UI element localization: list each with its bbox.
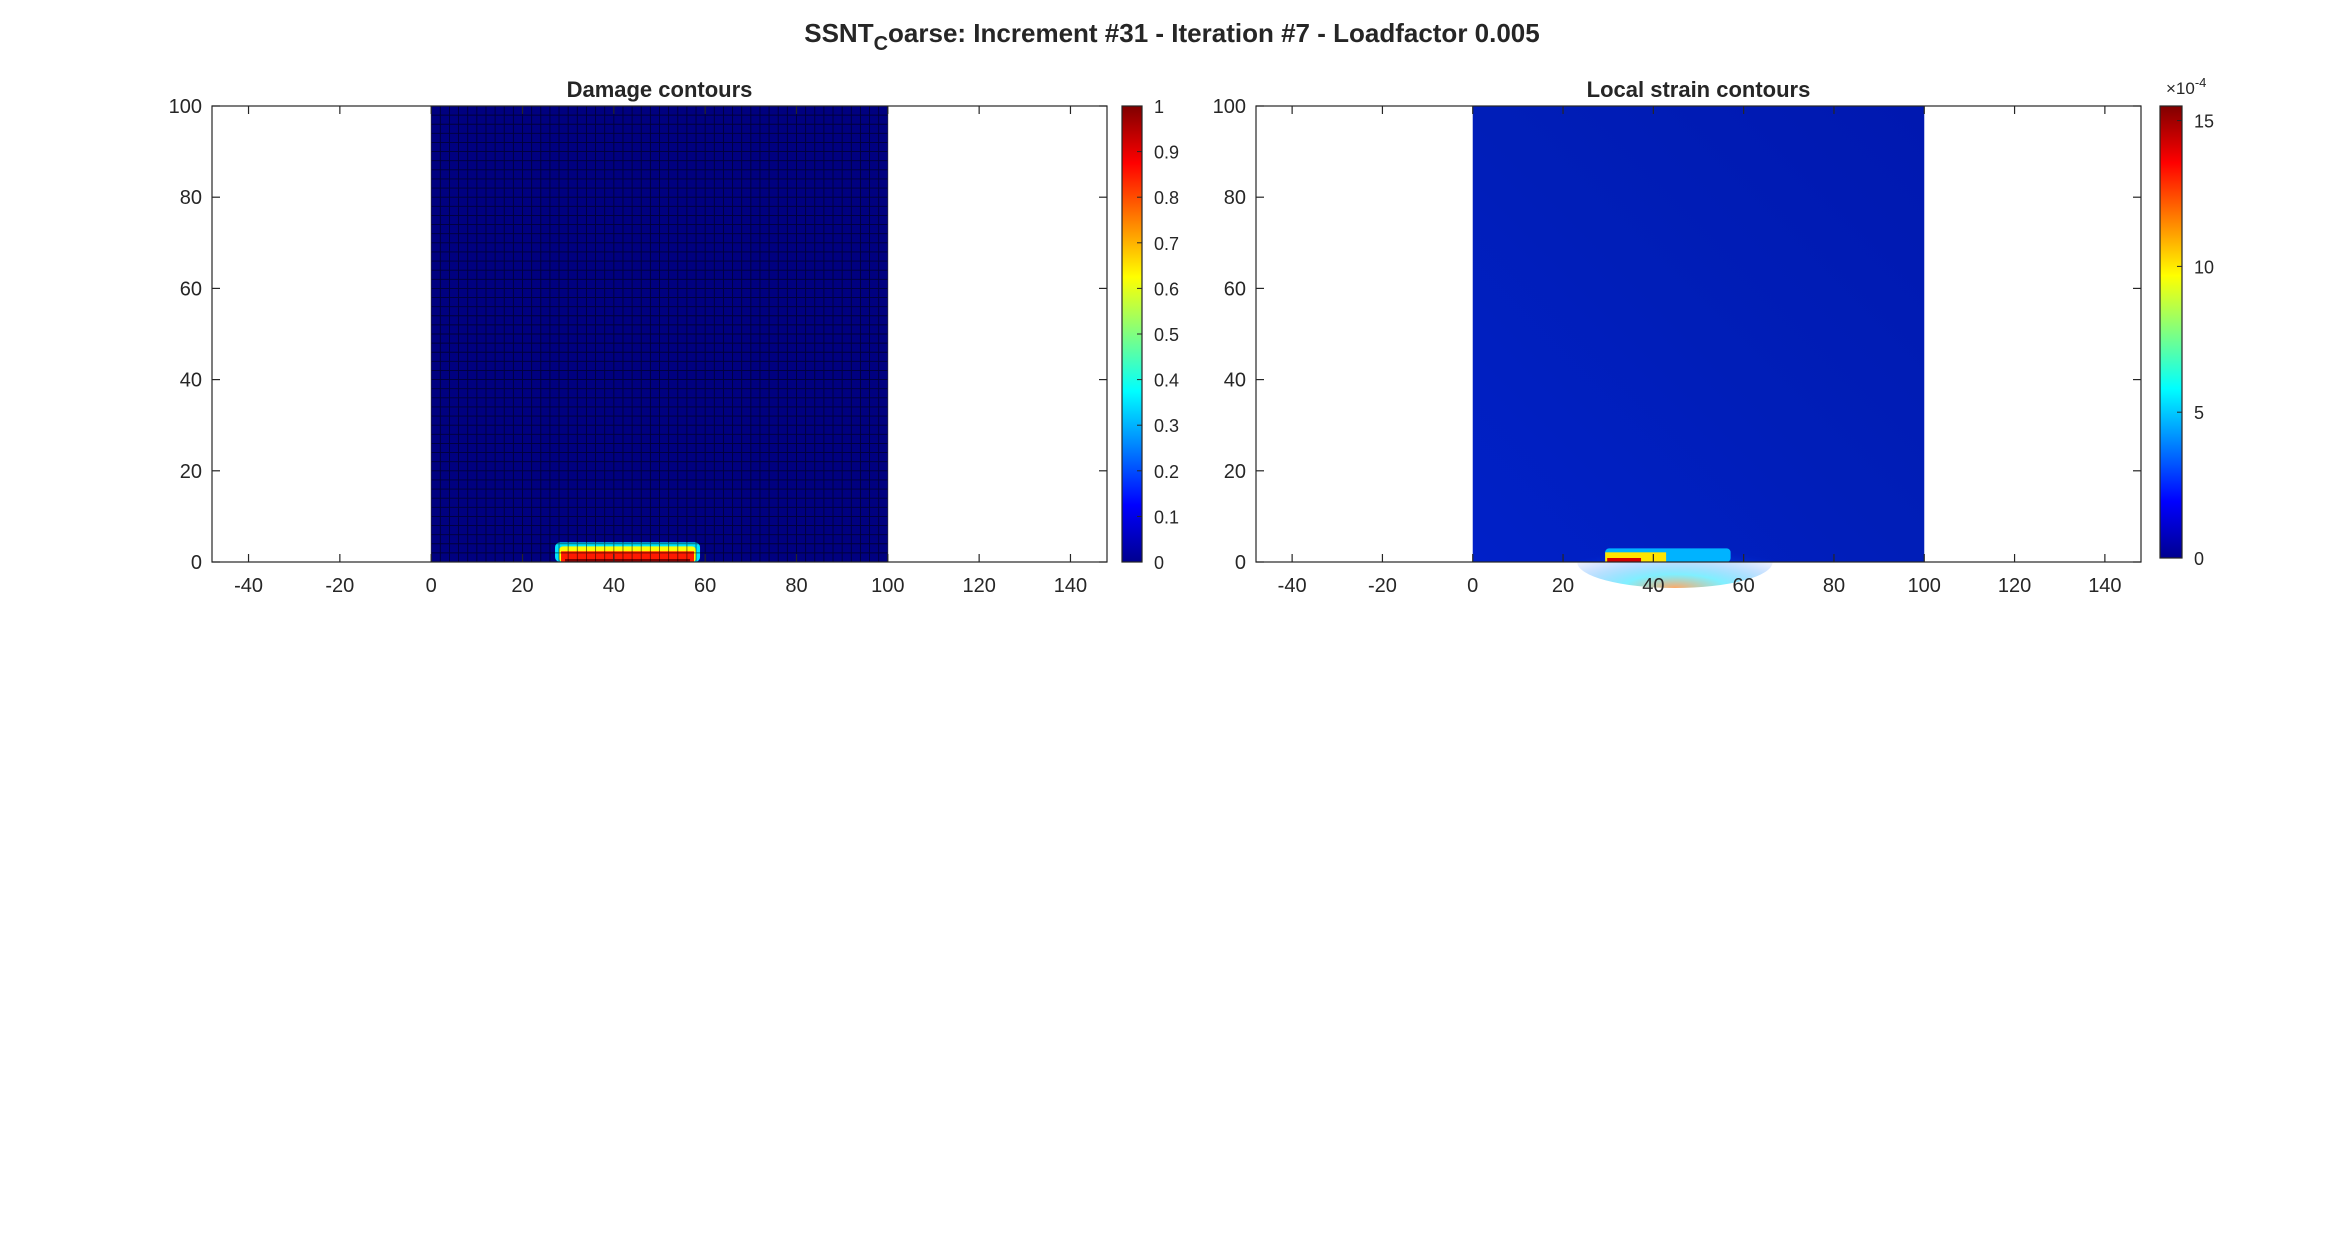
damage-hotspot-peak <box>565 559 691 562</box>
strain-field <box>1472 106 1925 562</box>
colorbar-tick-label: 1 <box>1154 97 1164 117</box>
colorbar-tick-label: 0.3 <box>1154 416 1179 436</box>
colorbar-tick-label: 0.5 <box>1154 325 1179 345</box>
x-tick-label: 100 <box>871 575 904 597</box>
x-tick-label: 20 <box>1552 575 1574 597</box>
y-tick-label: 20 <box>1224 461 1246 483</box>
colorbar-tick-label: 0.2 <box>1154 462 1179 482</box>
x-tick-label: 140 <box>2088 575 2121 597</box>
y-tick-label: 80 <box>1224 187 1246 209</box>
figure-title-suffix: oarse: Increment #31 - Iteration #7 - Lo… <box>888 18 1540 48</box>
x-tick-label: 120 <box>962 575 995 597</box>
colorbar-gradient <box>1122 106 1142 562</box>
x-tick-label: 0 <box>426 575 437 597</box>
x-tick-label: 120 <box>1998 575 2031 597</box>
colorbar-tick-label: 0.8 <box>1154 188 1179 208</box>
x-tick-label: 60 <box>1733 575 1755 597</box>
x-tick-label: 40 <box>603 575 625 597</box>
x-tick-label: 40 <box>1642 575 1664 597</box>
figure-title: SSNTCoarse: Increment #31 - Iteration #7… <box>0 18 2344 56</box>
x-tick-label: 80 <box>785 575 807 597</box>
chart-panel-0: -40 -20 0 20 40 60 80 100 120 140 0 20 40 60 80 100 Dama… <box>169 77 1179 597</box>
y-tick-label: 60 <box>180 278 202 300</box>
mesh-grid <box>430 105 889 563</box>
x-tick-label: -40 <box>1278 575 1307 597</box>
damage-hotspot-core <box>561 551 695 562</box>
colorbar-tick-label: 5 <box>2194 403 2204 423</box>
x-tick-label: -20 <box>1368 575 1397 597</box>
axes-frame <box>211 105 1108 563</box>
chart-panel-1: -40 -20 0 20 40 60 80 100 120 140020406080100Loca… <box>1213 75 2214 597</box>
x-tick-label: 100 <box>1908 575 1941 597</box>
y-tick-label: 100 <box>169 96 202 118</box>
x-tick-label: -20 <box>325 575 354 597</box>
colorbar-frame <box>2159 105 2183 559</box>
colorbar-gradient <box>2160 106 2182 558</box>
y-tick-label: 40 <box>1224 370 1246 392</box>
x-tick-label: 60 <box>694 575 716 597</box>
x-tick-label: 0 <box>1467 575 1478 597</box>
chart-title: Local strain contours <box>1587 77 1811 102</box>
x-tick-label: 80 <box>1823 575 1845 597</box>
y-tick-label: 100 <box>1213 96 1246 118</box>
figure-title-subscript: C <box>873 33 889 55</box>
x-tick-label: 20 <box>511 575 533 597</box>
colorbar-tick-label: 15 <box>2194 112 2214 132</box>
y-tick-label: 60 <box>1224 278 1246 300</box>
colorbar-tick-label: 0 <box>2194 549 2204 569</box>
y-tick-label: 40 <box>180 370 202 392</box>
colorbar-tick-label: 0.7 <box>1154 234 1179 254</box>
y-tick-label: 80 <box>180 187 202 209</box>
colorbar-tick-label: 10 <box>2194 257 2214 277</box>
colorbar-multiplier-exponent: -4 <box>2195 75 2207 90</box>
colorbar-tick-label: 0.6 <box>1154 279 1179 299</box>
x-tick-label: 140 <box>1054 575 1087 597</box>
colorbar-tick-label: 0 <box>1154 553 1164 573</box>
y-tick-label: 0 <box>191 552 202 574</box>
figure-title-prefix: SSNT <box>804 18 874 48</box>
x-tick-label: -40 <box>234 575 263 597</box>
strain-hotspot-mid <box>1605 552 1667 562</box>
colorbar-tick-label: 0.9 <box>1154 143 1179 163</box>
colorbar-tick-label: 0.1 <box>1154 507 1179 527</box>
y-tick-label: 0 <box>1235 552 1246 574</box>
chart-title: Damage contours <box>567 77 753 102</box>
colorbar-tick-label: 0.4 <box>1154 371 1179 391</box>
y-tick-label: 20 <box>180 461 202 483</box>
axes-frame <box>1255 105 2142 563</box>
colorbar-multiplier: ×10-4 <box>2166 75 2206 98</box>
strain-hotspot-peak <box>1607 558 1642 562</box>
